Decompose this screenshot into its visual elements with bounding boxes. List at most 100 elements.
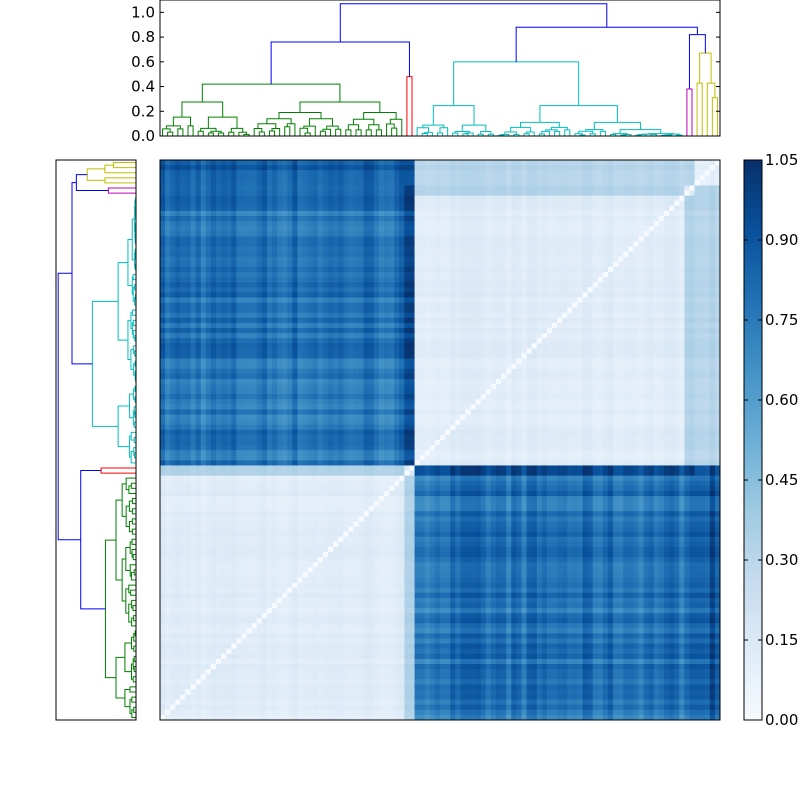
heatmap-cell xyxy=(175,287,181,293)
heatmap-cell xyxy=(195,266,202,273)
heatmap-cell xyxy=(307,200,314,207)
heatmap-cell xyxy=(241,292,247,298)
heatmap-cell xyxy=(587,221,594,227)
heatmap-cell xyxy=(195,185,202,191)
heatmap-cell xyxy=(394,312,400,319)
heatmap-cell xyxy=(440,353,446,359)
heatmap-cell xyxy=(455,241,461,247)
heatmap-cell xyxy=(414,160,421,166)
heatmap-cell xyxy=(496,221,502,227)
heatmap-cell xyxy=(541,317,548,324)
heatmap-cell xyxy=(516,231,522,237)
heatmap-cell xyxy=(501,175,507,181)
heatmap-cell xyxy=(205,175,212,181)
heatmap-cell xyxy=(282,231,288,237)
heatmap-cell xyxy=(348,210,354,217)
heatmap-cell xyxy=(429,185,436,191)
heatmap-cell xyxy=(694,205,701,212)
heatmap-cell xyxy=(282,277,288,283)
heatmap-cell xyxy=(414,358,421,365)
heatmap-cell xyxy=(333,312,339,319)
heatmap-cell xyxy=(322,287,329,293)
heatmap-cell xyxy=(358,175,365,181)
heatmap-cell xyxy=(643,348,650,354)
heatmap-cell xyxy=(200,348,207,354)
heatmap-cell xyxy=(506,353,512,359)
heatmap-cell xyxy=(195,338,202,344)
heatmap-cell xyxy=(302,160,309,166)
heatmap-cell xyxy=(185,277,191,283)
heatmap-cell xyxy=(429,343,436,349)
heatmap-cell xyxy=(490,348,497,354)
heatmap-cell xyxy=(434,251,441,258)
heatmap-cell xyxy=(317,205,324,212)
heatmap-cell xyxy=(567,185,573,191)
heatmap-cell xyxy=(526,343,533,349)
heatmap-cell xyxy=(394,216,400,222)
dendrogram-link xyxy=(128,485,136,494)
heatmap-cell xyxy=(160,312,166,319)
heatmap-cell xyxy=(343,175,349,181)
heatmap-cell xyxy=(170,328,176,334)
heatmap-cell xyxy=(185,216,191,222)
heatmap-cell xyxy=(709,221,716,227)
dendrogram-link xyxy=(339,3,608,43)
heatmap-cell xyxy=(536,200,543,207)
heatmap-cell xyxy=(373,200,380,207)
heatmap-cell xyxy=(404,292,410,298)
heatmap-cell xyxy=(562,282,568,288)
heatmap-cell xyxy=(251,317,258,324)
heatmap-cell xyxy=(490,292,497,298)
heatmap-cell xyxy=(312,297,319,303)
heatmap-cell xyxy=(409,343,415,349)
heatmap-cell xyxy=(272,221,278,227)
heatmap-cell xyxy=(623,333,629,339)
heatmap-cell xyxy=(160,231,166,237)
heatmap-cell xyxy=(221,266,227,273)
heatmap-cell xyxy=(378,307,385,314)
heatmap-cell xyxy=(368,261,375,268)
heatmap-cell xyxy=(389,170,395,176)
heatmap-cell xyxy=(490,358,497,365)
dendrogram-link xyxy=(80,470,106,610)
heatmap-cell xyxy=(353,338,359,344)
heatmap-cell xyxy=(297,185,303,191)
heatmap-cell xyxy=(572,216,578,222)
heatmap-cell xyxy=(363,200,370,207)
heatmap-cell xyxy=(613,297,619,303)
heatmap-cell xyxy=(597,282,604,288)
heatmap-cell xyxy=(633,246,639,253)
heatmap-cell xyxy=(333,272,339,278)
heatmap-cell xyxy=(175,368,181,375)
heatmap-cell xyxy=(465,312,471,319)
heatmap-cell xyxy=(277,170,283,176)
heatmap-cell xyxy=(226,216,232,222)
heatmap-cell xyxy=(226,205,232,212)
heatmap-cell xyxy=(236,200,242,207)
heatmap-cell xyxy=(297,373,303,380)
heatmap-cell xyxy=(562,180,568,186)
heatmap-cell xyxy=(546,266,553,273)
heatmap-cell xyxy=(277,378,283,385)
heatmap-cell xyxy=(587,317,594,324)
heatmap-cell xyxy=(562,333,568,339)
heatmap-cell xyxy=(348,266,354,273)
heatmap-cell xyxy=(450,210,456,217)
heatmap-cell xyxy=(562,272,568,278)
heatmap-cell xyxy=(557,256,563,263)
heatmap-cell xyxy=(577,358,583,365)
heatmap-cell xyxy=(465,292,471,298)
heatmap-cell xyxy=(475,302,482,309)
heatmap-cell xyxy=(440,241,446,247)
heatmap-cell xyxy=(440,292,446,298)
heatmap-cell xyxy=(333,185,339,191)
heatmap-cell xyxy=(236,363,242,370)
heatmap-cell xyxy=(633,160,639,166)
heatmap-cell xyxy=(485,333,492,339)
heatmap-cell xyxy=(709,205,716,212)
heatmap-cell xyxy=(419,216,426,222)
heatmap-cell xyxy=(205,272,212,278)
heatmap-cell xyxy=(302,373,309,380)
heatmap-cell xyxy=(704,251,711,258)
heatmap-cell xyxy=(618,302,624,309)
